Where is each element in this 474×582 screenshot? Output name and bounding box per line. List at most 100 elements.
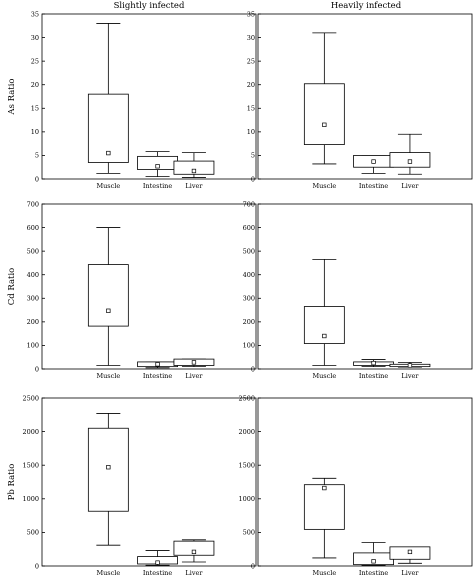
mean-marker (322, 485, 327, 491)
column-title-slightly-infected: Slightly infected (114, 1, 185, 11)
category-label: Intestine (143, 182, 172, 190)
mean-marker (155, 164, 160, 169)
y-tick-label: 100 (243, 342, 255, 350)
mean-marker (407, 363, 413, 368)
plot-frame (257, 397, 473, 567)
y-tick-label: 30 (31, 34, 39, 42)
y-tick-label: 300 (27, 295, 39, 303)
y-tick-label: 500 (27, 529, 39, 537)
y-tick-label: 300 (243, 295, 255, 303)
mean-marker (106, 150, 111, 156)
y-tick-label: 500 (27, 247, 39, 255)
y-tick-label: 600 (27, 224, 39, 232)
box-muscle (87, 427, 129, 512)
box-liver (173, 540, 215, 556)
y-tick-label: 1000 (238, 495, 255, 503)
mean-marker (371, 159, 376, 164)
y-tick-label: 20 (31, 81, 39, 89)
mean-marker (106, 308, 111, 313)
y-axis-label: Cd Ratio (7, 268, 17, 306)
y-tick-label: 0 (251, 365, 255, 373)
box-liver (173, 160, 215, 175)
y-tick-label: 0 (251, 175, 255, 183)
y-tick-label: 15 (247, 105, 255, 113)
category-label: Intestine (143, 372, 172, 380)
y-tick-label: 25 (31, 57, 39, 65)
y-tick-label: 35 (31, 10, 39, 18)
box-muscle (87, 264, 129, 327)
category-label: Intestine (359, 372, 388, 380)
y-tick-label: 2000 (238, 428, 255, 436)
y-axis-label: As Ratio (7, 78, 17, 115)
mean-marker (322, 122, 327, 127)
mean-marker (155, 362, 160, 367)
box-muscle (303, 83, 345, 145)
mean-marker (191, 549, 197, 555)
plot-frame (41, 203, 257, 370)
mean-marker (191, 168, 197, 174)
panel-1: 0 5 10 15 20 25 30 35 As Ratio Muscle Intestine Liv… (7, 10, 257, 190)
y-tick-label: 100 (27, 342, 39, 350)
mean-marker (155, 560, 160, 565)
category-label: Intestine (143, 569, 172, 577)
plot-frame (257, 13, 473, 180)
mean-marker (371, 559, 376, 564)
panel-4: 0 100 200 300 400 500 600 700 Muscle Intestine Liv… (243, 200, 473, 380)
mean-marker (191, 360, 197, 365)
mean-marker (407, 549, 413, 555)
y-tick-label: 0 (35, 175, 39, 183)
y-tick-label: 1500 (22, 462, 39, 470)
y-tick-label: 400 (27, 271, 39, 279)
category-label: Muscle (312, 182, 336, 190)
panel-3: 0 100 200 300 400 500 600 700 Cd Ratio Muscle Inte… (7, 200, 257, 380)
y-axis-label: Pb Ratio (7, 464, 17, 501)
y-tick-label: 700 (27, 200, 39, 208)
column-title-heavily-infected: Heavily infected (331, 1, 402, 11)
category-label: Muscle (96, 569, 120, 577)
category-label: Liver (401, 569, 419, 577)
y-tick-label: 500 (243, 247, 255, 255)
category-label: Intestine (359, 569, 388, 577)
panel-6: 0 500 1000 1500 2000 2500 Muscle Intestine Liver (238, 394, 473, 577)
y-tick-label: 0 (251, 562, 255, 570)
y-tick-label: 5 (251, 152, 255, 160)
category-label: Liver (401, 372, 419, 380)
y-tick-label: 2500 (238, 394, 255, 402)
y-tick-label: 200 (27, 318, 39, 326)
category-label: Muscle (312, 569, 336, 577)
plot-frame (41, 13, 257, 180)
category-label: Liver (185, 372, 203, 380)
y-tick-label: 25 (247, 57, 255, 65)
mean-marker (106, 465, 111, 470)
category-label: Muscle (96, 182, 120, 190)
panel-5: 0 500 1000 1500 2000 2500 Pb Ratio Muscle Intest… (7, 394, 257, 577)
y-tick-label: 2500 (22, 394, 39, 402)
y-tick-label: 30 (247, 34, 255, 42)
y-tick-label: 400 (243, 271, 255, 279)
y-tick-label: 10 (247, 128, 255, 136)
plot-frame (257, 203, 473, 370)
plot-frame (41, 397, 257, 567)
y-tick-label: 0 (35, 562, 39, 570)
category-label: Muscle (96, 372, 120, 380)
y-tick-label: 15 (31, 105, 39, 113)
y-tick-label: 700 (243, 200, 255, 208)
y-tick-label: 1000 (22, 495, 39, 503)
category-label: Intestine (359, 182, 388, 190)
y-tick-label: 5 (35, 152, 39, 160)
mean-marker (322, 333, 327, 339)
y-tick-label: 600 (243, 224, 255, 232)
y-tick-label: 10 (31, 128, 39, 136)
y-tick-label: 2000 (22, 428, 39, 436)
mean-marker (371, 360, 376, 366)
mean-marker (407, 159, 413, 164)
y-tick-label: 500 (243, 529, 255, 537)
category-label: Liver (185, 182, 203, 190)
category-label: Liver (185, 569, 203, 577)
y-tick-label: 1500 (238, 462, 255, 470)
category-label: Liver (401, 182, 419, 190)
category-label: Muscle (312, 372, 336, 380)
y-tick-label: 35 (247, 10, 255, 18)
